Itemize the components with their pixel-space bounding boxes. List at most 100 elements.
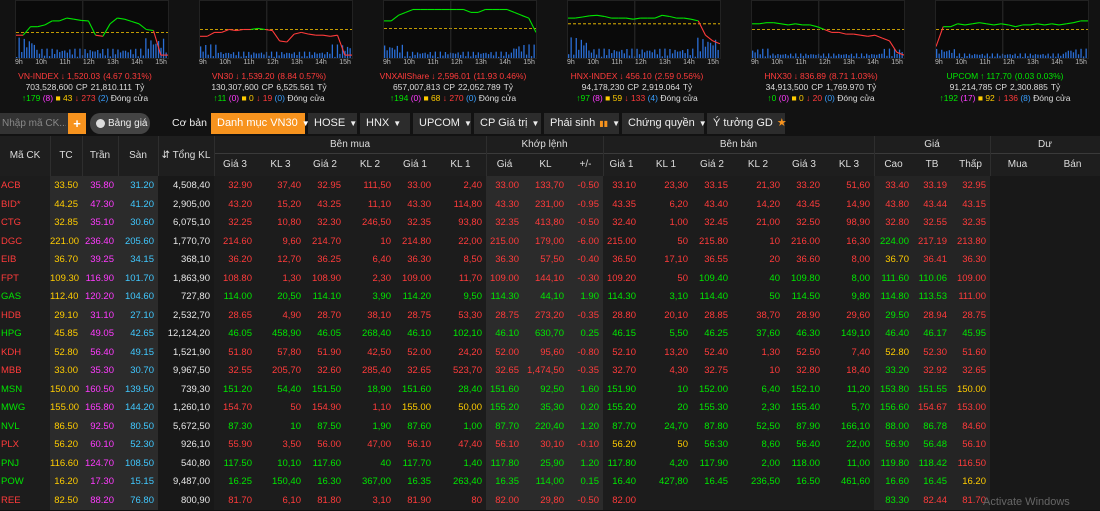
index-intraday-chart[interactable] [935, 0, 1089, 59]
cell-bk2: 246,50 [345, 213, 395, 232]
index-card-vnxallshare[interactable]: 9h 10h 11h 12h 13h 14h 15h VNXAllShare ↓ 2,596.01… [368, 0, 538, 108]
index-name[interactable]: VN-INDEX [18, 71, 59, 81]
index-card-vn-index[interactable]: 9h 10h 11h 12h 13h 14h 15h VN-INDEX ↓ 1,520.03 (4.… [0, 0, 170, 108]
cell-sym[interactable]: HPG [0, 324, 50, 343]
cell-sym[interactable]: DGC [0, 231, 50, 251]
index-card-upcom[interactable]: 9h 10h 11h 12h 13h 14h 15h UPCOM ↑ 117.70 (0.03 0.… [920, 0, 1090, 108]
stock-row[interactable]: MBB 33.00 35.30 30.70 9,967,50 32.55 205,70 32.… [0, 361, 1100, 381]
tab-danh-m-c-vn30[interactable]: Danh mục VN30 ▼ [211, 113, 310, 134]
add-stock-button[interactable]: + [68, 113, 86, 134]
index-card-hnx30[interactable]: 9h 10h 11h 12h 13h 14h 15h HNX30 ↓ 836.89 (8.71 1.… [736, 0, 906, 108]
stock-row[interactable]: NVL 86.50 92.50 80.50 5,672,50 87.30 10 87.50 1,… [0, 416, 1100, 437]
tab--t-ng-gd[interactable]: Ý tưởng GD ★ [707, 113, 787, 134]
index-intraday-chart[interactable] [383, 0, 537, 59]
stock-row[interactable]: CTG 32.85 35.10 30.60 6,075,10 32.25 10,80 32.3… [0, 213, 1100, 233]
cell-p: 215.00 [486, 231, 523, 251]
stock-row[interactable]: BID* 44.25 47.30 41.20 2,905,00 43.20 15,20 43.… [0, 194, 1100, 215]
col-ban-2[interactable]: Giá 2 [700, 159, 724, 170]
cell-sym[interactable]: HDB [0, 305, 50, 325]
cell-sym[interactable]: NVL [0, 416, 50, 436]
stock-row[interactable]: REE 82.50 88.20 76.80 800,90 81.70 6,10 81.80 3,… [0, 490, 1100, 511]
col-ban-0[interactable]: Giá 1 [609, 159, 634, 170]
col-tc[interactable]: TC [59, 150, 73, 161]
price-board-toggle[interactable]: Bảng giá [90, 113, 150, 134]
col-ma-ck[interactable]: Mã CK [9, 150, 41, 161]
stock-row[interactable]: ACB 33.50 35.80 31.20 4,508,40 32.90 37,40 32.9… [0, 176, 1100, 196]
index-card-hnx-index[interactable]: 9h 10h 11h 12h 13h 14h 15h HNX-INDEX ↓ 456.10 (2.5… [552, 0, 722, 108]
cell-sym[interactable]: EIB [0, 250, 50, 269]
cell-sym[interactable]: ACB [0, 176, 50, 195]
col-ban-1[interactable]: KL 1 [655, 159, 677, 170]
col-tran[interactable]: Trần [89, 150, 111, 161]
tab-hnx[interactable]: HNX ▼ [360, 113, 410, 134]
col-mua-3[interactable]: KL 2 [359, 159, 381, 170]
col-ban-4[interactable]: Giá 3 [792, 159, 816, 170]
col-ban-3[interactable]: KL 2 [747, 159, 769, 170]
col-tong-kl[interactable]: ⇵ Tổng KL [158, 136, 214, 176]
col-gia-2[interactable]: Thấp [959, 159, 982, 170]
volume-bar [772, 53, 774, 58]
tab-ph-i-sinh[interactable]: Phái sinh ▮▮ ▼ [544, 113, 620, 134]
tab-upcom[interactable]: UPCOM ▼ [413, 113, 472, 134]
stock-row[interactable]: DGC 221.00 236.40 205.60 1,770,70 214.60 9,60 2… [0, 231, 1100, 252]
stock-row[interactable]: PNJ 116.60 124.70 108.50 540,80 117.50 10,10 11… [0, 453, 1100, 474]
tab-cp-gi-tr-[interactable]: CP Giá trị ▼ [474, 113, 541, 134]
stock-row[interactable]: MWG 155.00 165.80 144.20 1,260,10 154.70 50 154… [0, 398, 1100, 418]
cell-sym[interactable]: MBB [0, 361, 50, 380]
col-mua-0[interactable]: Giá 3 [223, 159, 247, 170]
cell-sym[interactable]: FPT [0, 268, 50, 288]
stock-row[interactable]: HPG 45.85 49.05 42.65 12,124,20 46.05 458,90 46… [0, 324, 1100, 344]
col-mua-2[interactable]: Giá 2 [313, 159, 337, 170]
cell-sym[interactable]: CTG [0, 213, 50, 232]
stock-row[interactable]: KDH 52.80 56.40 49.15 1,521,90 51.80 57,80 51.9… [0, 342, 1100, 363]
index-name[interactable]: VNXAllShare [379, 71, 430, 81]
index-card-vn30[interactable]: 9h 10h 11h 12h 13h 14h 15h VN30 ↓ 1,539.20 (8.84 0… [184, 0, 354, 108]
cell-sym[interactable]: PNJ [0, 453, 50, 473]
basic-view-link[interactable]: Cơ bản [172, 117, 207, 129]
cell-sym[interactable]: BID* [0, 194, 50, 214]
index-intraday-chart[interactable] [199, 0, 353, 59]
cell-sym[interactable]: PLX [0, 435, 50, 454]
tab-ch-ng-quy-n[interactable]: Chứng quyền ▼ [622, 113, 707, 134]
index-name[interactable]: UPCOM [946, 71, 979, 81]
cell-sym[interactable]: MWG [0, 398, 50, 417]
col-gia-1[interactable]: TB [925, 159, 939, 170]
group-ben-mua[interactable]: Bên mua [329, 139, 371, 150]
col-gia-0[interactable]: Cao [884, 159, 903, 170]
group-gia[interactable]: Giá [924, 139, 940, 150]
col-mua-1[interactable]: KL 3 [270, 159, 291, 170]
stock-row[interactable]: PLX 56.20 60.10 52.30 926,10 55.90 3,50 56.00 47… [0, 435, 1100, 455]
col-khop-2[interactable]: +/- [579, 159, 592, 170]
stock-search-input[interactable] [0, 113, 68, 134]
col-du-0[interactable]: Mua [1007, 159, 1028, 170]
cell-sym[interactable]: KDH [0, 342, 50, 362]
volume-bar [825, 56, 827, 58]
tab-hose[interactable]: HOSE ▼ [308, 113, 357, 134]
index-name[interactable]: HNX30 [764, 71, 792, 81]
stock-row[interactable]: GAS 112.40 120.20 104.60 727,80 114.00 20,50 11… [0, 287, 1100, 307]
col-ban-5[interactable]: KL 3 [838, 159, 860, 170]
stock-row[interactable]: MSN 150.00 160.50 139.50 739,30 151.20 54,40 15… [0, 379, 1100, 400]
index-name[interactable]: VN30 [211, 71, 234, 81]
col-khop-0[interactable]: Giá [496, 159, 513, 170]
stock-row[interactable]: FPT 109.30 116.90 101.70 1,863,90 108.80 1,30 1… [0, 268, 1100, 289]
stock-row[interactable]: POW 16.20 17.30 15.15 9,487,00 16.25 150,40 16.… [0, 472, 1100, 492]
index-name[interactable]: HNX-INDEX [570, 71, 618, 81]
stock-row[interactable]: HDB 29.10 31.10 27.10 2,532,70 28.65 4,90 28.70… [0, 305, 1100, 326]
col-khop-1[interactable]: KL [539, 159, 552, 170]
cell-sym[interactable]: GAS [0, 287, 50, 306]
group-khop-lenh[interactable]: Khớp lệnh [521, 139, 568, 150]
group-ben-ban[interactable]: Bên bán [719, 139, 758, 150]
cell-sym[interactable]: REE [0, 490, 50, 510]
cell-sym[interactable]: MSN [0, 379, 50, 399]
cell-sym[interactable]: POW [0, 472, 50, 491]
index-intraday-chart[interactable] [751, 0, 905, 59]
col-mua-5[interactable]: KL 1 [450, 159, 471, 170]
group-du[interactable]: Dư [1038, 139, 1052, 150]
col-san[interactable]: Sàn [129, 150, 147, 161]
stock-row[interactable]: EIB 36.70 39.25 34.15 368,10 36.20 12,70 36.25 6… [0, 250, 1100, 270]
col-du-1[interactable]: Bán [1063, 159, 1082, 170]
col-mua-4[interactable]: Giá 1 [403, 159, 427, 170]
index-intraday-chart[interactable] [15, 0, 169, 59]
index-intraday-chart[interactable] [567, 0, 721, 59]
